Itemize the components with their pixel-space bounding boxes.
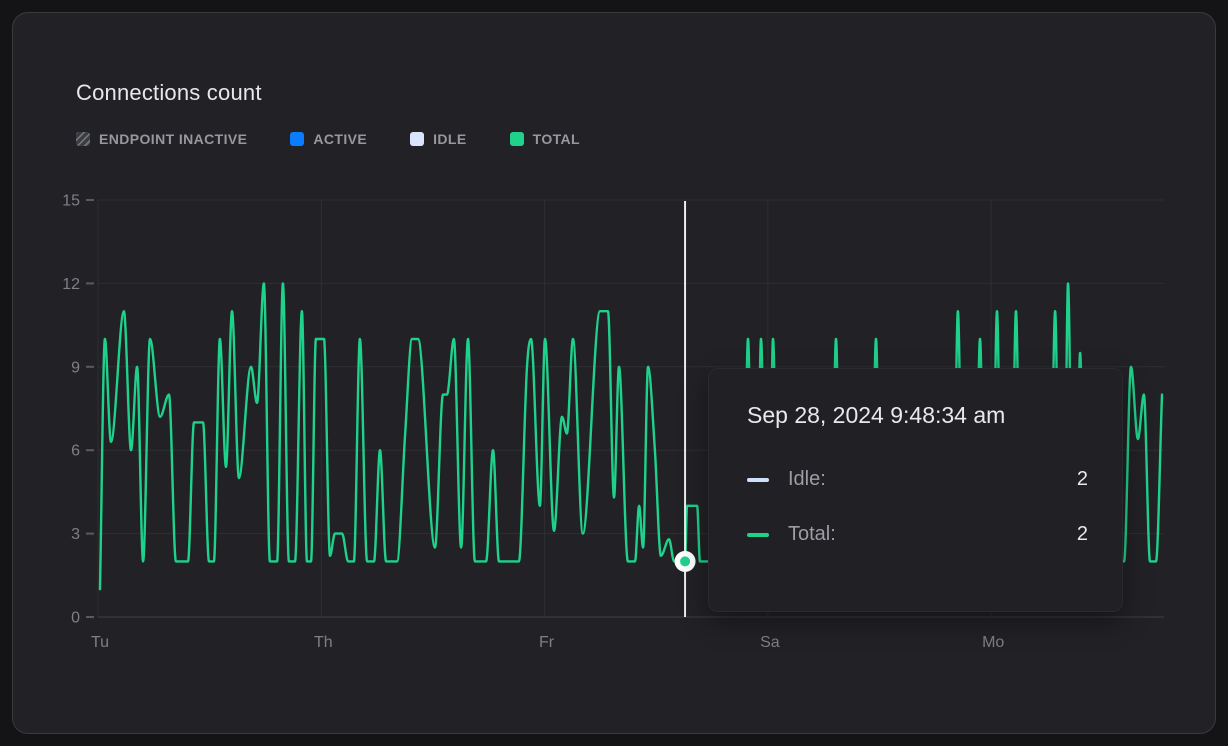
active-swatch-icon: [290, 132, 305, 146]
legend-item-endpoint-inactive[interactable]: ENDPOINT INACTIVE: [76, 131, 247, 147]
tooltip-value-total: 2: [1076, 523, 1088, 545]
x-tick-label: Tu: [91, 634, 109, 651]
x-tick-label: Sa: [760, 634, 780, 651]
tooltip-label-total: Total:: [788, 523, 836, 545]
legend-item-active[interactable]: ACTIVE: [290, 131, 367, 147]
tooltip-row-total: Total: 2: [747, 523, 1088, 546]
tooltip-date: Sep 28, 2024 9:48:34 am: [747, 402, 1006, 428]
chart-tooltip: Sep 28, 2024 9:48:34 am Idle: 2 Total: 2: [708, 368, 1123, 612]
legend-label-total: TOTAL: [532, 131, 580, 147]
cursor-marker-dot: [680, 556, 691, 567]
legend-label-active: ACTIVE: [313, 131, 368, 147]
tooltip-label-idle: Idle:: [788, 468, 826, 490]
legend-label-endpoint-inactive: ENDPOINT INACTIVE: [99, 131, 248, 147]
x-tick-label: Th: [314, 634, 333, 651]
tooltip-row-idle: Idle: 2: [747, 468, 1088, 491]
y-tick-label: 3: [71, 526, 80, 543]
chart-legend: ENDPOINT INACTIVE ACTIVE IDLE TOTAL: [76, 131, 580, 147]
endpoint-inactive-swatch-icon: [76, 132, 90, 146]
page-title: Connections count: [76, 80, 262, 105]
y-tick-label: 9: [71, 359, 80, 376]
legend-item-total[interactable]: TOTAL: [509, 131, 580, 147]
legend-label-idle: IDLE: [433, 131, 467, 147]
idle-dash-icon: [747, 477, 769, 482]
y-tick-label: 6: [71, 443, 80, 460]
x-tick-label: Fr: [539, 634, 555, 651]
total-dash-icon: [747, 532, 769, 537]
total-swatch-icon: [509, 132, 524, 146]
tooltip-value-idle: 2: [1076, 468, 1088, 490]
y-tick-label: 0: [71, 610, 80, 627]
legend-item-idle[interactable]: IDLE: [410, 131, 467, 147]
total-line: [98, 282, 1164, 591]
idle-swatch-icon: [410, 132, 425, 146]
y-tick-label: 15: [62, 193, 80, 210]
x-tick-label: Mo: [982, 634, 1004, 651]
y-tick-label: 12: [62, 276, 80, 293]
